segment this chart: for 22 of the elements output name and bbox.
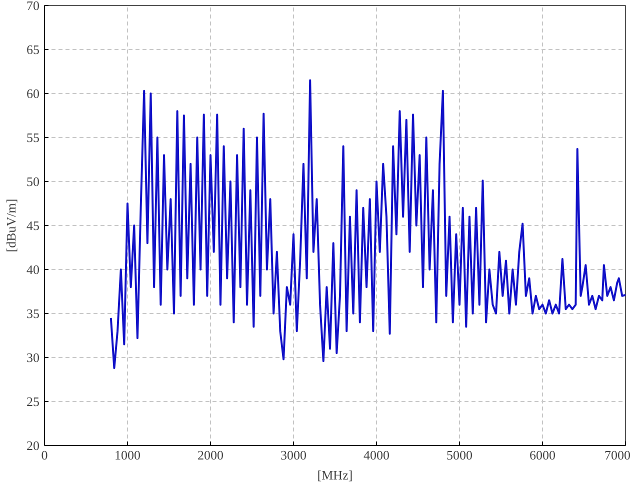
x-tick-label: 1000 [114,448,140,462]
y-tick-label: 25 [26,394,40,409]
y-axis-title: [dBuV/m] [4,198,18,252]
y-tick-label: 65 [26,42,40,57]
x-tick-label: 4000 [364,448,390,462]
x-tick-label: 7000 [604,448,630,462]
x-tick-label: 6000 [530,448,556,462]
x-axis-title: [MHz] [317,468,353,482]
x-tick-label: 0 [41,448,48,462]
y-tick-label: 20 [26,438,40,453]
y-tick-label: 55 [26,130,40,145]
y-tick-label: 50 [26,174,40,189]
y-tick-label: 35 [26,306,40,321]
y-tick-label: 60 [26,86,40,101]
y-tick-label: 70 [26,0,40,13]
x-tick-label: 5000 [446,448,472,462]
y-tick-label: 40 [26,262,40,277]
line-series [110,79,626,370]
y-tick-label: 30 [26,350,40,365]
x-tick-label: 3000 [280,448,306,462]
y-tick-label: 45 [26,218,40,233]
x-tick-label: 2000 [198,448,224,462]
